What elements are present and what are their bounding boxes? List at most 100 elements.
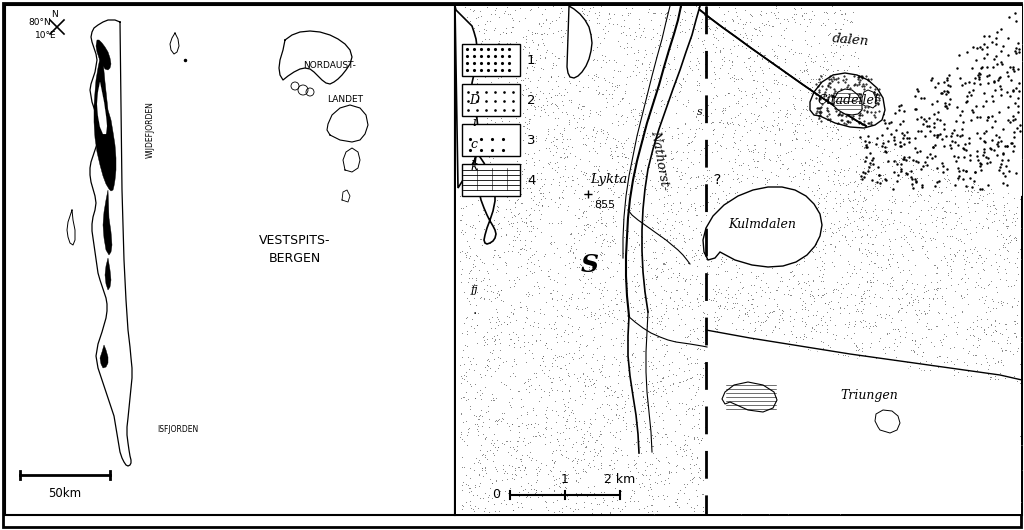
Point bbox=[809, 158, 825, 166]
Point bbox=[785, 14, 802, 23]
Point bbox=[591, 204, 607, 213]
Point bbox=[636, 24, 652, 32]
Point bbox=[842, 242, 858, 250]
Point bbox=[910, 408, 927, 416]
Point bbox=[682, 125, 698, 134]
Point bbox=[730, 110, 746, 119]
Point bbox=[700, 15, 717, 23]
Point bbox=[958, 182, 975, 191]
Point bbox=[967, 86, 983, 95]
Point bbox=[752, 196, 768, 205]
Point bbox=[626, 254, 642, 262]
Point bbox=[543, 430, 559, 439]
Point bbox=[646, 8, 663, 17]
Point bbox=[984, 163, 1000, 171]
Point bbox=[806, 11, 822, 19]
Point bbox=[581, 15, 597, 24]
Point bbox=[919, 475, 935, 484]
Point bbox=[636, 307, 652, 316]
Point bbox=[574, 111, 591, 119]
Point bbox=[919, 107, 935, 116]
Point bbox=[756, 485, 772, 494]
Point bbox=[824, 90, 841, 99]
Point bbox=[839, 301, 855, 310]
Point bbox=[849, 475, 865, 483]
Point bbox=[703, 457, 720, 465]
Point bbox=[787, 10, 804, 18]
Point bbox=[996, 113, 1013, 121]
Point bbox=[555, 440, 571, 449]
Point bbox=[668, 410, 684, 419]
Point bbox=[478, 149, 495, 158]
Point bbox=[471, 266, 487, 274]
Point bbox=[577, 194, 593, 202]
Point bbox=[724, 293, 740, 302]
Point bbox=[995, 201, 1012, 209]
Point bbox=[967, 173, 983, 182]
Point bbox=[838, 398, 854, 406]
Point bbox=[644, 33, 660, 41]
Point bbox=[510, 85, 526, 93]
Point bbox=[623, 159, 639, 167]
Point bbox=[767, 459, 783, 467]
Point bbox=[455, 418, 471, 426]
Point bbox=[845, 405, 861, 414]
Point bbox=[848, 104, 864, 112]
Point bbox=[535, 430, 551, 438]
Point bbox=[738, 363, 755, 371]
Point bbox=[590, 82, 606, 90]
Point bbox=[1008, 98, 1024, 107]
Point bbox=[626, 248, 642, 257]
Point bbox=[577, 454, 593, 463]
Point bbox=[486, 337, 503, 345]
Point bbox=[864, 429, 881, 437]
Point bbox=[787, 122, 804, 130]
Point bbox=[692, 241, 709, 249]
Point bbox=[574, 195, 591, 204]
Point bbox=[511, 118, 527, 126]
Point bbox=[559, 109, 575, 118]
Point bbox=[494, 439, 510, 447]
Point bbox=[583, 201, 599, 209]
Point bbox=[963, 262, 979, 271]
Point bbox=[472, 87, 488, 96]
Point bbox=[749, 51, 765, 59]
Point bbox=[963, 235, 979, 243]
Point bbox=[783, 397, 800, 405]
Point bbox=[638, 155, 654, 164]
Point bbox=[627, 60, 643, 69]
Point bbox=[1001, 347, 1018, 356]
Point bbox=[793, 375, 809, 383]
Point bbox=[614, 403, 631, 412]
Point bbox=[953, 275, 970, 283]
Point bbox=[954, 274, 971, 282]
Point bbox=[501, 276, 517, 284]
Point bbox=[580, 220, 596, 228]
Point bbox=[681, 352, 697, 361]
Point bbox=[929, 47, 945, 55]
Point bbox=[879, 39, 895, 47]
Point bbox=[967, 282, 983, 291]
Point bbox=[889, 455, 905, 463]
Point bbox=[978, 329, 994, 338]
Point bbox=[639, 313, 655, 321]
Point bbox=[1008, 114, 1024, 122]
Point bbox=[750, 157, 766, 165]
Point bbox=[680, 205, 696, 213]
Point bbox=[560, 398, 577, 406]
Point bbox=[953, 444, 970, 452]
Point bbox=[555, 337, 571, 346]
Point bbox=[831, 41, 848, 50]
Point bbox=[599, 384, 615, 392]
Point bbox=[712, 236, 728, 245]
Point bbox=[653, 97, 670, 105]
Point bbox=[658, 97, 675, 105]
Point bbox=[573, 287, 590, 296]
Point bbox=[633, 379, 649, 387]
Point bbox=[546, 325, 562, 333]
Point bbox=[711, 491, 727, 500]
Point bbox=[518, 259, 535, 267]
Point bbox=[558, 447, 574, 455]
Point bbox=[466, 6, 482, 15]
Point bbox=[690, 158, 707, 166]
